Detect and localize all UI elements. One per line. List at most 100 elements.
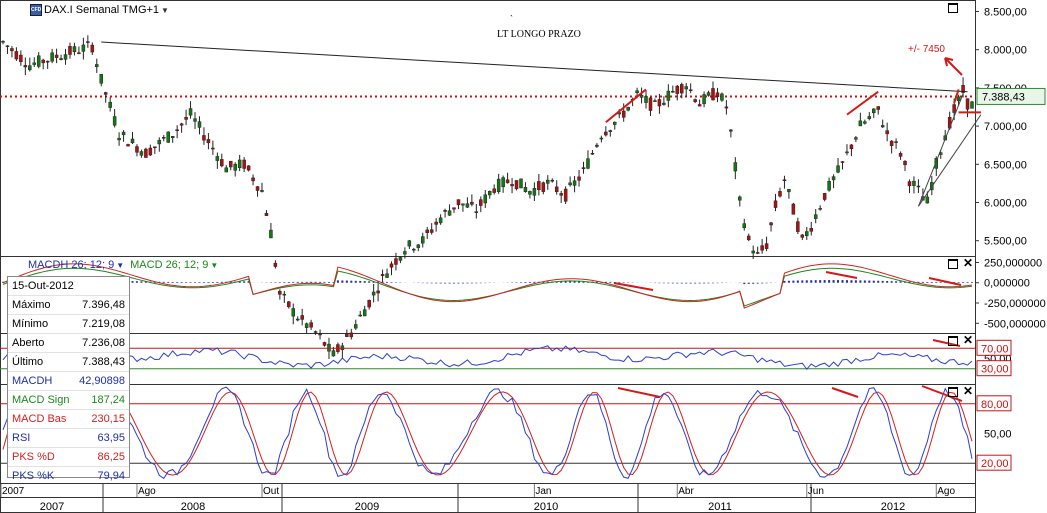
candle-body — [554, 186, 559, 193]
month-tick-label: 2007 — [2, 486, 25, 497]
candle-body — [108, 101, 112, 108]
close-icon: ✕ — [963, 333, 974, 347]
candle-body — [126, 144, 130, 147]
month-tick-label: Ago — [937, 486, 955, 497]
close-icon: ✕ — [963, 384, 974, 398]
candle-body — [876, 106, 880, 110]
month-tick-label: Abr — [678, 486, 694, 497]
price-tick-label: 8.000,00 — [984, 45, 1027, 57]
candle-body — [394, 258, 398, 265]
candle-body — [425, 229, 429, 234]
candle-body — [68, 46, 72, 55]
candle-body — [872, 108, 876, 114]
candle-body — [782, 179, 787, 182]
chevron-down-icon[interactable]: ▼ — [210, 260, 219, 270]
year-tick-label: 2011 — [708, 501, 732, 513]
channel-line-upper — [918, 114, 982, 207]
candle-body — [648, 97, 653, 111]
candle-body — [742, 223, 747, 229]
candle-body — [729, 129, 733, 132]
close-rsi-pane-button[interactable]: ✕ — [963, 333, 974, 347]
year-tick-label: 2008 — [181, 501, 205, 513]
candle-body — [273, 262, 278, 267]
candle-body — [242, 159, 246, 169]
candle-body — [626, 106, 630, 111]
candle-body — [28, 65, 32, 71]
candle-body — [809, 228, 813, 232]
candle-body — [791, 203, 796, 215]
annotation-mark: ` — [510, 14, 513, 24]
info-label: Último — [12, 356, 44, 368]
candle-body — [211, 147, 215, 150]
pane-border — [0, 384, 976, 484]
last-price-box — [976, 87, 1046, 105]
candle-body — [157, 139, 162, 145]
candle-body — [54, 54, 59, 58]
close-pks-pane-button[interactable]: ✕ — [963, 384, 974, 398]
red-annotation-stroke — [825, 271, 858, 279]
candle-body — [63, 54, 68, 60]
candle-body — [10, 48, 14, 52]
chevron-down-icon[interactable]: ▼ — [116, 260, 125, 270]
candle-body — [532, 188, 537, 196]
candle-body — [528, 191, 532, 195]
candle-body — [720, 93, 724, 101]
candle-body — [300, 315, 304, 320]
candle-body — [99, 74, 103, 84]
info-row: PKS %D 86,25 — [8, 448, 129, 467]
candle-body — [202, 135, 206, 141]
candle-body — [371, 291, 376, 296]
candle-body — [452, 207, 456, 210]
candle-body — [898, 153, 903, 157]
candle-body — [144, 148, 148, 158]
candle-body — [443, 210, 447, 212]
instrument-label: DAX.I Semanal TMG+1 — [44, 4, 160, 16]
channel-line-lower — [917, 93, 964, 207]
red-arrow-icon — [944, 57, 963, 76]
candle-body — [95, 64, 99, 67]
candle-body — [697, 104, 702, 107]
maximize-rsi-pane-button[interactable] — [948, 336, 958, 348]
annotation-lt-longo-prazo: LT LONGO PRAZO — [497, 29, 581, 40]
candle-body — [121, 131, 126, 136]
info-row: MACD Bas 230,15 — [8, 410, 129, 429]
chevron-down-icon[interactable]: ▼ — [161, 5, 169, 15]
info-row: Máximo 7.396,48 — [8, 296, 129, 315]
candle-body — [309, 322, 313, 328]
candle-body — [537, 181, 541, 191]
candle-body — [657, 99, 662, 107]
price-tick-label: 7.000,00 — [984, 121, 1027, 133]
candle-body — [818, 208, 822, 210]
candle-body — [639, 94, 644, 98]
info-label: PKS %K — [12, 470, 55, 482]
candle-body — [153, 146, 157, 149]
candle-body — [845, 151, 849, 154]
candle-body — [206, 139, 211, 144]
close-macd-pane-button[interactable]: ✕ — [963, 257, 973, 269]
red-annotation-stroke — [605, 88, 647, 124]
maximize-macd-pane-button[interactable] — [948, 259, 958, 271]
candle-body — [349, 332, 354, 338]
candle-body — [568, 182, 572, 186]
candle-body — [32, 62, 37, 65]
macd-indicator-header[interactable]: MACDH 26; 12; 9 ▼ MACD 26; 12; 9 ▼ — [28, 259, 218, 271]
window-icon — [948, 259, 958, 269]
main-chart-title[interactable]: CFD DAX.I Semanal TMG+1 ▼ — [30, 4, 169, 16]
red-annotation-stroke — [846, 90, 879, 116]
candle-body — [778, 191, 782, 197]
pks-level-label: 80,00 — [981, 399, 1009, 411]
candle-body — [854, 137, 858, 140]
candle-body — [438, 217, 443, 224]
candle-body — [577, 176, 581, 181]
candle-body — [407, 240, 412, 247]
maximize-main-pane-button[interactable] — [948, 3, 958, 15]
candle-body — [380, 274, 385, 276]
candle-body — [345, 333, 349, 337]
candle-body — [590, 152, 595, 155]
maximize-pks-pane-button[interactable] — [948, 387, 958, 399]
candle-body — [961, 85, 965, 93]
month-tick-label: Jun — [808, 486, 824, 497]
pane-border — [0, 0, 976, 257]
candle-body — [367, 300, 371, 308]
candle-body — [912, 180, 916, 186]
